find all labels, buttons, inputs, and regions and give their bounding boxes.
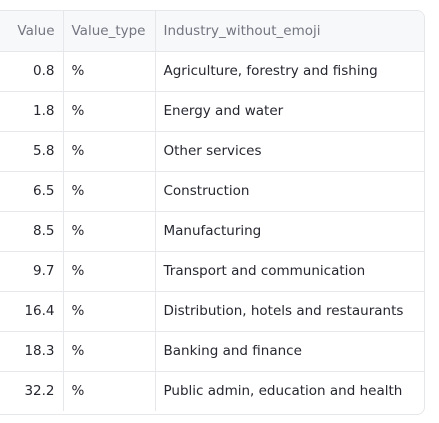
- cell-value[interactable]: 6.5: [0, 171, 64, 212]
- cell-value[interactable]: 32.2: [0, 371, 64, 411]
- data-table-frame: Value Value_type Industry_without_emoji …: [0, 10, 425, 415]
- cell-industry[interactable]: Public admin, education and health: [163, 383, 403, 400]
- table-row: 1.8 % Energy and water: [0, 91, 424, 132]
- table-row: 16.4 % Distribution, hotels and restaura…: [0, 291, 424, 332]
- table-row: 8.5 % Manufacturing: [0, 211, 424, 252]
- table-header-row: Value Value_type Industry_without_emoji: [0, 11, 424, 52]
- column-header-value[interactable]: Value: [0, 11, 64, 52]
- cell-value[interactable]: 18.3: [0, 331, 64, 372]
- cell-value-type[interactable]: %: [63, 331, 156, 372]
- cell-value-type[interactable]: %: [63, 371, 156, 411]
- cell-value[interactable]: 1.8: [0, 91, 64, 132]
- cell-industry[interactable]: Transport and communication: [155, 251, 424, 292]
- cell-industry[interactable]: Other services: [155, 131, 424, 172]
- table-row: 0.8 % Agriculture, forestry and fishing: [0, 51, 424, 92]
- table-row: 5.8 % Other services: [0, 131, 424, 172]
- cell-value-type[interactable]: %: [63, 251, 156, 292]
- cell-value[interactable]: 5.8: [0, 131, 64, 172]
- cell-industry[interactable]: Construction: [155, 171, 424, 212]
- data-table: Value Value_type Industry_without_emoji …: [0, 11, 424, 411]
- cell-industry[interactable]: Manufacturing: [155, 211, 424, 252]
- table-row: 9.7 % Transport and communication: [0, 251, 424, 292]
- column-header-value-type[interactable]: Value_type: [63, 11, 156, 52]
- cell-industry[interactable]: Agriculture, forestry and fishing: [155, 51, 424, 92]
- cell-value-type[interactable]: %: [63, 171, 156, 212]
- cell-value-type[interactable]: %: [63, 131, 156, 172]
- cell-value[interactable]: 16.4: [0, 291, 64, 332]
- table-row: 6.5 % Construction: [0, 171, 424, 212]
- cell-industry[interactable]: Banking and finance: [155, 331, 424, 372]
- cell-value[interactable]: 9.7: [0, 251, 64, 292]
- cell-value[interactable]: 8.5: [0, 211, 64, 252]
- table-row: 18.3 % Banking and finance: [0, 331, 424, 372]
- cell-value[interactable]: 0.8: [0, 51, 64, 92]
- table-row: 32.2 % Public admin, education and healt…: [0, 371, 424, 411]
- cell-industry[interactable]: Energy and water: [155, 91, 424, 132]
- cell-industry[interactable]: Distribution, hotels and restaurants: [155, 291, 424, 332]
- column-header-industry[interactable]: Industry_without_emoji: [155, 11, 424, 52]
- cell-value-type[interactable]: %: [63, 211, 156, 252]
- cell-value-type[interactable]: %: [63, 291, 156, 332]
- cell-value-type[interactable]: %: [63, 51, 156, 92]
- cell-value-type[interactable]: %: [63, 91, 156, 132]
